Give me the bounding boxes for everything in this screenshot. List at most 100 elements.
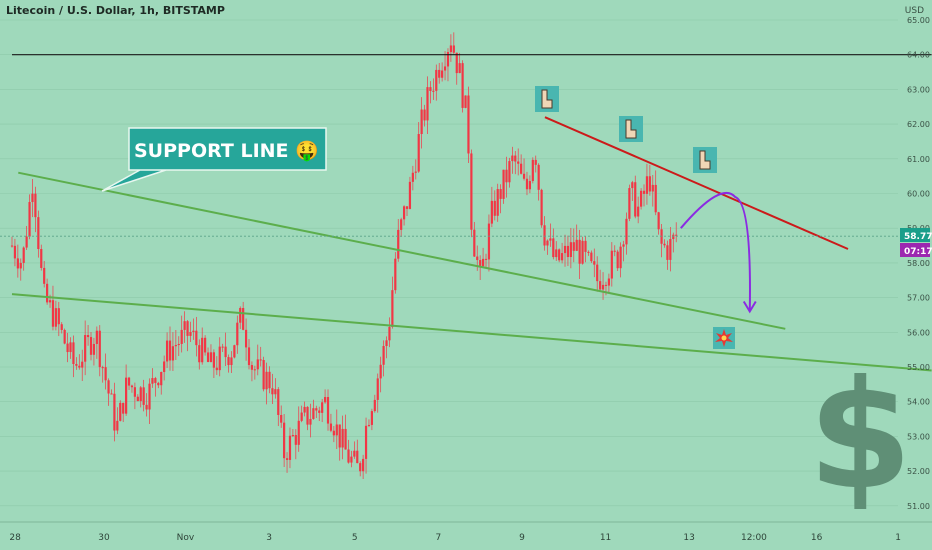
candle-body	[443, 66, 447, 71]
candle-body	[353, 450, 356, 457]
candle-body	[86, 335, 90, 338]
candle-body	[432, 90, 435, 92]
candle-body	[309, 418, 312, 425]
candle-body	[599, 281, 602, 290]
candle-body	[326, 397, 330, 424]
candle-body	[303, 406, 306, 413]
candle-body	[81, 361, 84, 368]
x-tick-label: 7	[435, 533, 441, 543]
candle-body	[204, 337, 207, 353]
candle-body	[189, 331, 192, 336]
candle-body	[288, 435, 292, 460]
candle-body	[663, 243, 666, 246]
candle-body	[347, 449, 350, 463]
candle-body	[388, 326, 391, 341]
candle-body	[206, 352, 210, 362]
candle-body	[201, 337, 204, 363]
y-tick-label: 53.00	[907, 432, 930, 441]
candle-body	[10, 245, 14, 247]
candle-body	[54, 308, 57, 327]
candle-body	[262, 360, 265, 390]
support-line-annotation: SUPPORT LINE 🤑	[101, 127, 327, 192]
candle-body	[657, 212, 660, 230]
candle-body	[157, 382, 160, 386]
candle-body	[19, 262, 22, 269]
candle-body	[528, 181, 532, 190]
candle-body	[549, 238, 552, 241]
candle-body	[411, 172, 414, 182]
annotation-callout	[101, 127, 327, 192]
candle-body	[239, 308, 242, 323]
candle-body	[151, 378, 154, 384]
candle-body	[546, 240, 549, 246]
candle-body	[57, 308, 60, 325]
candle-body	[622, 244, 625, 247]
candle-body	[60, 324, 63, 330]
x-tick-label: 9	[519, 533, 525, 543]
candle-body	[283, 422, 286, 459]
candle-body	[560, 253, 564, 261]
upper-support-line	[18, 171, 786, 330]
y-tick-label: 62.00	[907, 120, 930, 129]
candle-body	[280, 414, 283, 423]
candle-body	[75, 364, 78, 366]
collision-icon	[713, 327, 735, 349]
candle-body	[359, 463, 362, 472]
candle-body	[593, 261, 596, 265]
candle-body	[119, 402, 122, 421]
candle-body	[405, 206, 409, 209]
candle-body	[479, 260, 482, 267]
candle-body	[490, 200, 493, 224]
candle-body	[48, 300, 52, 303]
candle-body	[259, 359, 262, 361]
candle-body	[364, 425, 368, 459]
candle-body	[520, 163, 523, 174]
candle-body	[230, 357, 233, 366]
y-tick-label: 64.00	[907, 51, 930, 60]
candle-body	[78, 365, 81, 368]
candle-body	[429, 87, 432, 91]
dollar-sign-icon: $	[808, 349, 912, 523]
candle-body	[581, 240, 584, 264]
candle-body	[244, 329, 248, 348]
candle-body	[423, 109, 426, 121]
candle-body	[446, 52, 450, 67]
candle-body	[37, 217, 40, 250]
candle-body	[628, 188, 631, 219]
candle-body	[607, 278, 611, 286]
candle-body	[183, 321, 186, 330]
candle-body	[212, 352, 215, 368]
candle-body	[113, 393, 116, 431]
candle-body	[522, 173, 526, 179]
candle-body	[552, 238, 555, 258]
candle-body	[25, 236, 28, 248]
candle-body	[543, 225, 546, 246]
candle-body	[195, 330, 198, 346]
candle-body	[104, 367, 107, 381]
candle-body	[98, 330, 101, 368]
current-price-label: 58.77	[904, 232, 932, 242]
backhand-index-pointing-down-icon	[535, 86, 559, 112]
y-tick-label: 63.00	[907, 85, 930, 94]
candle-body	[525, 178, 529, 190]
candle-body	[578, 239, 581, 264]
x-tick-label: 11	[600, 533, 611, 543]
candle-body	[171, 346, 175, 361]
candle-body	[31, 193, 34, 203]
candle-body	[256, 359, 259, 370]
candle-body	[400, 219, 403, 230]
candle-body	[590, 252, 593, 262]
candle-body	[177, 343, 180, 346]
candle-body	[569, 242, 572, 258]
candle-body	[122, 402, 125, 414]
candle-body	[514, 155, 517, 162]
candle-body	[227, 357, 230, 366]
candle-body	[356, 450, 359, 464]
candle-body	[373, 399, 376, 412]
candle-body	[402, 206, 406, 220]
candle-body	[110, 393, 113, 395]
candle-body	[28, 202, 31, 237]
x-tick-label: 5	[352, 533, 358, 543]
candle-body	[133, 387, 136, 397]
